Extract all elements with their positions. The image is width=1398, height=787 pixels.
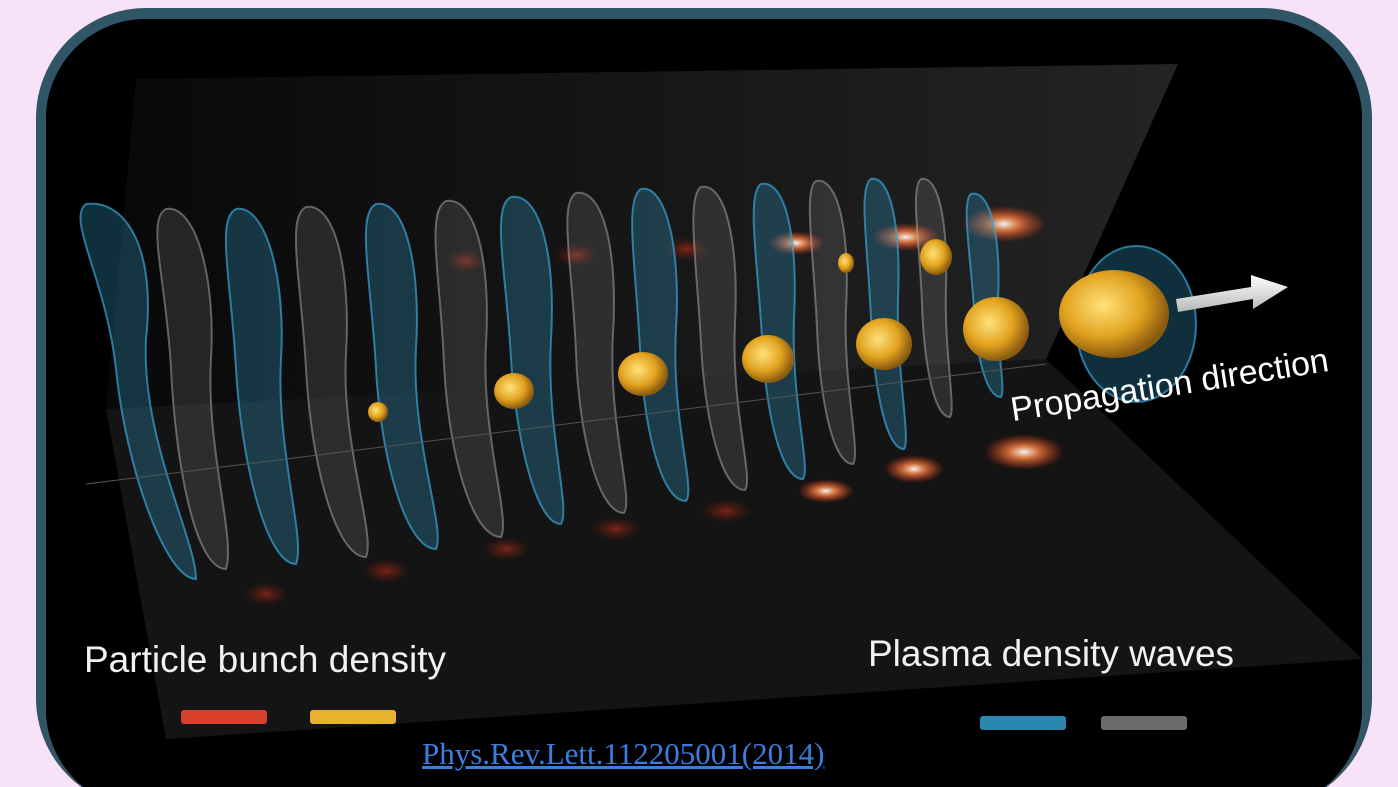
plasma-glow-lower [244,434,1064,606]
axis-line [85,363,1047,485]
legend-swatch-blue [980,716,1066,730]
legend-swatch-gray [1101,716,1187,730]
plasma-density-waves-label: Plasma density waves [868,633,1235,674]
citation-link[interactable]: Phys.Rev.Lett.112205001(2014) [422,736,825,771]
upper-plane [106,64,1178,409]
plasma-glow-upper [446,206,1046,273]
legend-swatch-yellow [310,710,396,724]
simulation-visual [46,19,1362,787]
particle-bunches [368,239,1169,422]
legend-swatch-red [181,710,267,724]
particle-bunch-density-label: Particle bunch density [84,639,446,680]
plasma-wakefield-image: Propagation direction Particle bunch den… [46,19,1362,787]
direction-arrow [1176,275,1288,312]
